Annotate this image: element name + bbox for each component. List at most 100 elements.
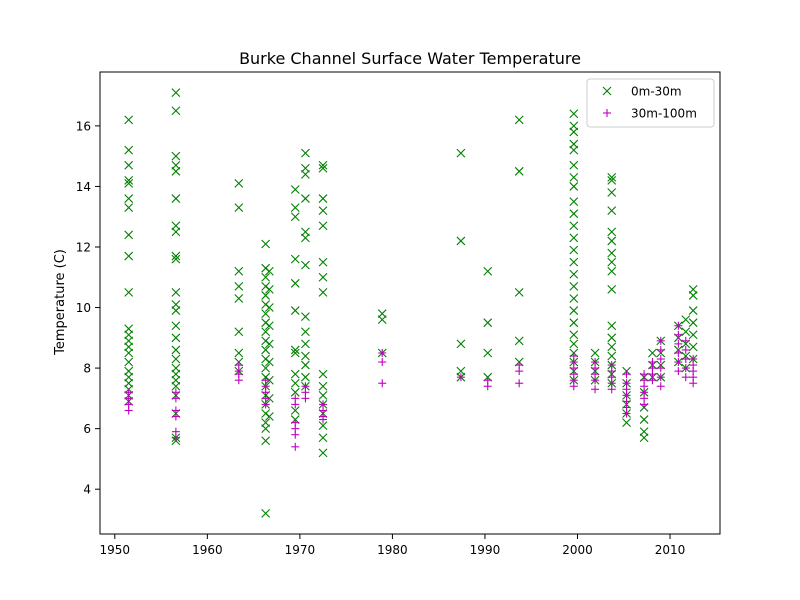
data-point: [301, 312, 310, 322]
data-point: [569, 245, 579, 255]
data-point: [639, 415, 649, 424]
data-point: [514, 288, 524, 297]
data-point: [124, 251, 134, 261]
data-point: [318, 381, 328, 391]
data-point: [656, 345, 665, 354]
data-point: [290, 345, 300, 355]
x-tick-label: 2010: [655, 543, 686, 557]
data-point: [688, 306, 698, 315]
data-point: [171, 412, 180, 421]
data-point: [124, 406, 133, 415]
data-point: [591, 385, 600, 394]
data-point: [124, 160, 134, 170]
data-point: [318, 390, 328, 400]
data-point: [319, 415, 328, 424]
data-point: [171, 381, 181, 391]
data-point: [290, 387, 300, 397]
data-point: [569, 330, 579, 340]
plot-frame: [99, 71, 721, 535]
data-point: [261, 345, 271, 355]
data-point: [261, 291, 271, 300]
data-point: [261, 424, 271, 434]
data-point: [590, 348, 600, 358]
data-point: [483, 382, 492, 391]
y-tick-label: 4: [83, 483, 91, 497]
data-point: [377, 315, 387, 325]
plot-marks: [124, 88, 698, 518]
data-point: [569, 233, 579, 243]
data-point: [378, 379, 387, 388]
data-point: [171, 166, 181, 176]
data-point: [569, 160, 579, 170]
data-point: [301, 351, 310, 361]
data-point: [607, 333, 617, 343]
data-point: [607, 266, 617, 276]
data-point: [656, 336, 665, 345]
data-point: [261, 436, 271, 446]
data-point: [264, 266, 274, 276]
data-point: [171, 433, 180, 442]
data-point: [483, 348, 493, 358]
data-point: [569, 172, 579, 182]
data-point: [171, 251, 181, 261]
data-point: [591, 376, 600, 385]
data-point: [290, 306, 300, 315]
data-point: [318, 163, 328, 173]
data-point: [569, 257, 579, 267]
data-point: [171, 306, 181, 315]
data-point: [124, 194, 134, 203]
data-point: [569, 306, 579, 315]
data-point: [318, 194, 328, 203]
data-point: [264, 339, 274, 349]
data-point: [456, 148, 466, 158]
data-point: [234, 281, 244, 291]
y-tick-label: 10: [76, 301, 91, 315]
y-tick-label: 16: [76, 119, 91, 133]
data-point: [607, 172, 617, 182]
data-point: [607, 206, 617, 216]
data-point: [290, 406, 300, 415]
data-point: [569, 109, 579, 119]
data-point: [171, 288, 181, 297]
y-tick-label: 12: [76, 240, 91, 254]
data-point: [674, 348, 683, 357]
data-point: [569, 221, 579, 231]
data-point: [681, 336, 690, 345]
y-axis-label: Temperature (C): [53, 249, 68, 356]
data-point: [622, 409, 631, 418]
data-point: [291, 430, 300, 439]
data-point: [171, 321, 181, 331]
data-point: [681, 315, 691, 325]
data-point: [681, 373, 690, 382]
data-point: [656, 364, 665, 373]
data-point: [301, 233, 310, 243]
data-point: [483, 318, 493, 328]
data-point: [378, 358, 387, 367]
data-point: [569, 281, 579, 291]
data-point: [261, 327, 271, 337]
legend-label: 0m-30m: [631, 85, 682, 99]
data-point: [607, 351, 617, 361]
data-point: [569, 294, 579, 303]
data-point: [234, 327, 244, 337]
data-point: [234, 203, 244, 213]
data-point: [290, 378, 300, 388]
data-point: [607, 227, 617, 237]
data-point: [171, 88, 181, 97]
data-point: [318, 221, 328, 231]
axes: 1950 1960 1970 1980 1990 2000 2010 4 6 8 10 12 14 16: [76, 71, 721, 557]
data-point: [264, 303, 274, 312]
data-point: [318, 272, 328, 282]
data-point: [318, 288, 328, 297]
data-point: [171, 106, 181, 116]
data-point: [569, 318, 579, 328]
data-point: [656, 373, 665, 382]
data-point: [290, 254, 300, 264]
data-point: [569, 209, 579, 219]
data-point: [515, 367, 524, 376]
data-point: [261, 363, 271, 373]
data-point: [688, 330, 698, 340]
data-point: [171, 151, 181, 161]
data-point: [569, 127, 579, 137]
